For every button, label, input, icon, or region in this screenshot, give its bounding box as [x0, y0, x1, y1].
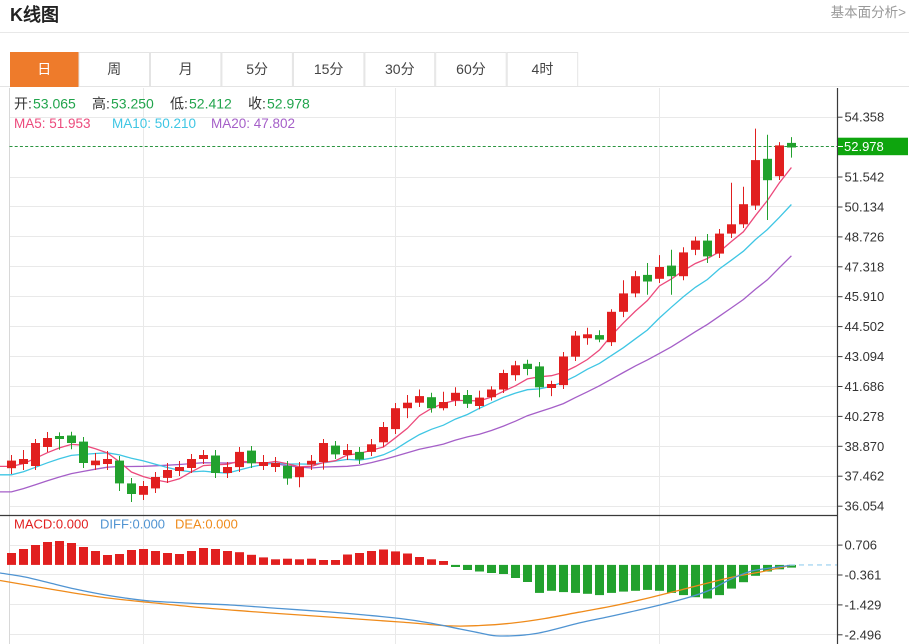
svg-text:MA20: 47.802: MA20: 47.802: [211, 116, 295, 131]
svg-text:开:: 开:: [14, 96, 32, 112]
svg-text:38.870: 38.870: [845, 439, 885, 454]
svg-text:51.542: 51.542: [845, 170, 885, 185]
svg-text:高:: 高:: [92, 96, 110, 112]
svg-text:周: 周: [107, 61, 121, 77]
svg-text:DEA:0.000: DEA:0.000: [175, 517, 238, 532]
svg-text:K线图: K线图: [10, 4, 59, 25]
svg-text:60分: 60分: [456, 61, 486, 77]
svg-text:37.462: 37.462: [845, 469, 885, 484]
svg-text:日: 日: [37, 61, 51, 77]
svg-text:MACD:0.000: MACD:0.000: [14, 517, 88, 532]
svg-text:43.094: 43.094: [845, 349, 885, 364]
svg-text:54.358: 54.358: [845, 110, 885, 125]
svg-text:月: 月: [179, 61, 193, 77]
svg-text:52.978: 52.978: [844, 139, 884, 154]
svg-text:MA10: 50.210: MA10: 50.210: [112, 116, 196, 131]
svg-text:DIFF:0.000: DIFF:0.000: [100, 517, 165, 532]
svg-text:0.706: 0.706: [845, 538, 878, 553]
svg-text:5分: 5分: [246, 61, 268, 77]
svg-text:45.910: 45.910: [845, 289, 885, 304]
svg-text:30分: 30分: [385, 61, 415, 77]
svg-text:53.250: 53.250: [111, 96, 154, 112]
svg-text:-1.429: -1.429: [845, 597, 882, 612]
svg-text:基本面分析>: 基本面分析>: [831, 4, 906, 20]
svg-text:4时: 4时: [532, 61, 554, 77]
svg-text:52.978: 52.978: [267, 96, 310, 112]
svg-text:50.134: 50.134: [845, 200, 885, 215]
svg-text:-2.496: -2.496: [845, 627, 882, 642]
svg-text:52.412: 52.412: [189, 96, 232, 112]
svg-text:47.318: 47.318: [845, 259, 885, 274]
svg-text:48.726: 48.726: [845, 229, 885, 244]
svg-text:36.054: 36.054: [845, 499, 885, 514]
svg-text:53.065: 53.065: [33, 96, 76, 112]
svg-text:MA5: 51.953: MA5: 51.953: [14, 116, 91, 131]
svg-text:44.502: 44.502: [845, 319, 885, 334]
svg-text:-0.361: -0.361: [845, 568, 882, 583]
svg-text:15分: 15分: [314, 61, 344, 77]
svg-text:40.278: 40.278: [845, 409, 885, 424]
svg-text:低:: 低:: [170, 96, 188, 112]
svg-text:41.686: 41.686: [845, 379, 885, 394]
svg-text:收:: 收:: [248, 96, 266, 112]
